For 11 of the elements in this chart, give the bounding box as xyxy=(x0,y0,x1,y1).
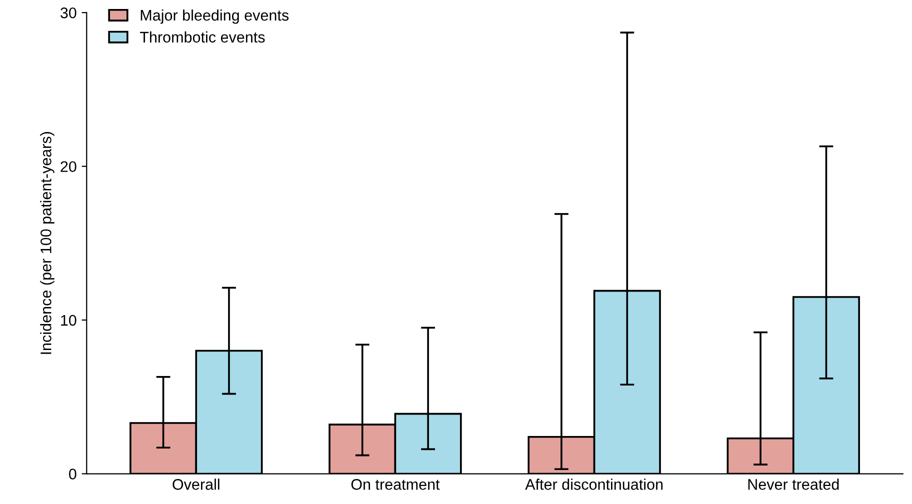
y-tick-label: 30 xyxy=(60,7,76,18)
y-tick-label: 20 xyxy=(60,161,76,172)
y-tick-label: 0 xyxy=(69,468,76,480)
x-tick-label: After discontinuation xyxy=(525,478,663,490)
x-tick-label: Never treated xyxy=(748,478,839,490)
x-tick-label: Overall xyxy=(172,478,220,490)
x-tick-label: On treatment xyxy=(351,479,440,490)
legend-label: Thrombotic events xyxy=(140,31,265,43)
legend-label: Major bleeding events xyxy=(140,9,289,24)
y-tick-label: 10 xyxy=(61,314,76,326)
y-axis-title: Incidence (per 100 patient-years) xyxy=(40,132,54,354)
